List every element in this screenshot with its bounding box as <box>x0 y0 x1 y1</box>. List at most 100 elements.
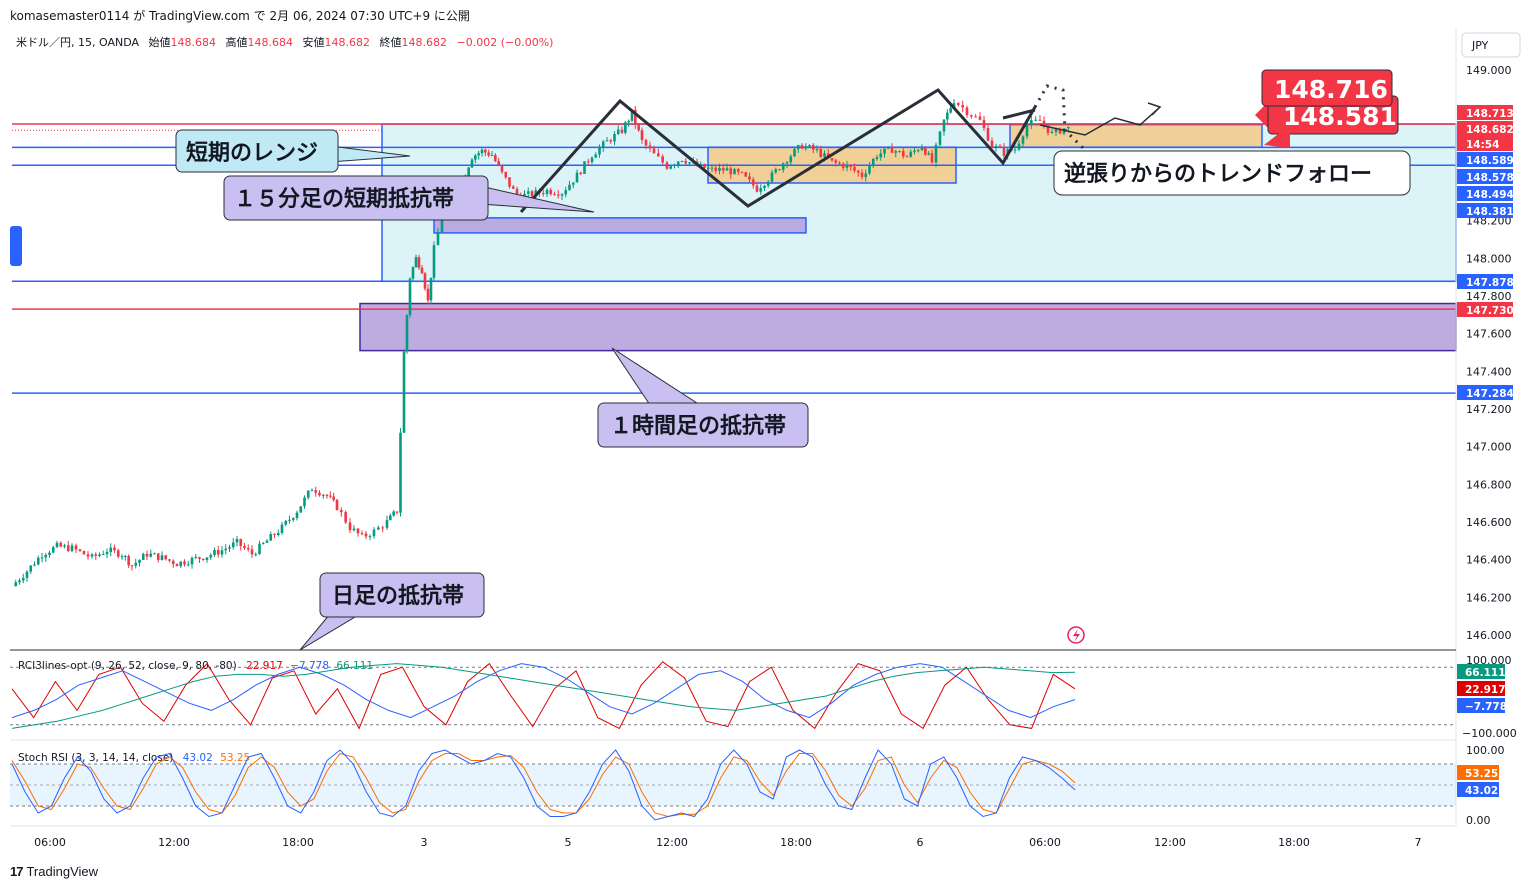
candle-body <box>130 565 134 567</box>
candle-body <box>295 512 299 519</box>
candle-body <box>815 148 819 150</box>
candle-body <box>348 522 352 531</box>
candle-body <box>661 156 664 163</box>
candle-body <box>487 152 490 156</box>
candle-body <box>160 555 164 560</box>
candle-body <box>134 562 138 566</box>
candle-body <box>82 550 86 555</box>
candle-body <box>990 140 994 148</box>
candle-body <box>811 144 815 150</box>
candle-body <box>36 557 40 565</box>
price-badge: 148.381 <box>1457 203 1514 218</box>
stoch-badge-bg <box>1457 782 1499 797</box>
candle-body <box>970 115 973 117</box>
time-axis-label: 3 <box>421 836 428 849</box>
candle-body <box>526 191 530 194</box>
time-axis[interactable]: 06:00 12:00 18:00 3 5 12:00 18:00 6 06:00 12:00 18… <box>34 836 1421 849</box>
candle-body <box>381 527 384 529</box>
tradingview-footer[interactable]: 17 TradingView <box>10 864 98 879</box>
price-badge: 148.682 <box>1457 121 1514 136</box>
candle-body <box>898 150 901 152</box>
candle-body <box>530 191 534 197</box>
rci-mid-line <box>11 663 1076 719</box>
candle-body <box>808 144 811 147</box>
stoch-k-line <box>11 749 1076 821</box>
candle-body <box>299 506 303 513</box>
candle-body <box>774 169 778 173</box>
candle-body <box>408 278 412 316</box>
candle-body <box>490 155 494 157</box>
price-badge-text: 148.494 <box>1466 189 1514 201</box>
candle-body <box>1025 124 1029 137</box>
rci-axis-bottom: −100.000 <box>1462 727 1517 740</box>
candle-body <box>579 172 583 174</box>
candle-body <box>310 490 314 492</box>
price-badge-bg <box>1457 121 1513 136</box>
candle-body <box>733 168 736 175</box>
candle-body <box>59 542 63 547</box>
candle-body <box>261 542 265 544</box>
candle-body <box>432 245 436 278</box>
candle-body <box>901 150 905 157</box>
candle-body <box>793 149 796 157</box>
candle-body <box>564 190 568 195</box>
candle-body <box>484 149 487 153</box>
price-axis-label: 147.200 <box>1466 403 1512 416</box>
price-badges: 148.713 148.682 14:54 148.589 148.578 148.494… <box>1457 105 1514 400</box>
candle-body <box>399 432 402 513</box>
time-axis-label: 18:00 <box>1278 836 1310 849</box>
price-axis-label: 148.000 <box>1466 252 1512 265</box>
candle-body <box>875 157 879 160</box>
candle-body <box>703 163 706 169</box>
candle-body <box>706 167 710 169</box>
candle-body <box>630 109 634 121</box>
rci-short-line <box>11 661 1076 730</box>
callout-short-range: 短期のレンジ <box>175 129 411 173</box>
stoch-d-line <box>11 752 1076 818</box>
candle-body <box>665 162 669 169</box>
candle-body <box>864 173 868 178</box>
candle-body <box>360 533 364 535</box>
candle-body <box>288 519 291 521</box>
candle-body <box>819 148 823 157</box>
candle-body <box>916 150 920 152</box>
candle-body <box>586 161 590 163</box>
zigzag-line-1 <box>519 88 1037 213</box>
stoch-d: 53.25 <box>220 752 250 764</box>
candle-body <box>740 171 744 173</box>
currency-button[interactable]: JPY <box>1461 32 1521 58</box>
candle-body <box>541 193 545 195</box>
price-badge-text: 14:54 <box>1466 139 1499 151</box>
candle-body <box>414 257 418 268</box>
legend-low-label: 安値 <box>303 35 325 49</box>
legend-open-label: 始値 <box>149 35 171 49</box>
candle-body <box>545 189 549 194</box>
candle-body <box>886 146 890 149</box>
daily-resistance-label: 日足の抵抗帯 <box>332 583 464 609</box>
candle-body <box>879 153 883 158</box>
candle-body <box>254 554 258 556</box>
candle-body <box>755 185 759 192</box>
candle-body <box>1034 119 1037 121</box>
rci-badge-text: 66.111 <box>1465 667 1506 679</box>
candle-body <box>871 159 875 166</box>
candle-body <box>246 547 250 550</box>
price-badge-text: 148.682 <box>1466 124 1514 136</box>
candle-body <box>198 557 201 559</box>
candle-body <box>1058 128 1062 134</box>
candle-body <box>329 495 332 497</box>
legend-symbol: 米ドル／円, 15, OANDA <box>16 36 139 49</box>
price-badge-bg <box>1457 105 1513 120</box>
candle-body <box>725 168 729 171</box>
candle-body <box>744 172 748 177</box>
candle-body <box>243 545 246 548</box>
candle-body <box>1017 143 1021 150</box>
candle-body <box>634 109 637 125</box>
candle-body <box>952 103 956 109</box>
price-axis-label: 147.000 <box>1466 441 1512 454</box>
lightning-icon[interactable] <box>1067 626 1085 644</box>
candle-body <box>190 557 194 565</box>
price-axis[interactable]: 149.000148.200148.000147.800147.600147.4… <box>1466 64 1512 642</box>
time-axis-label: 18:00 <box>282 836 314 849</box>
